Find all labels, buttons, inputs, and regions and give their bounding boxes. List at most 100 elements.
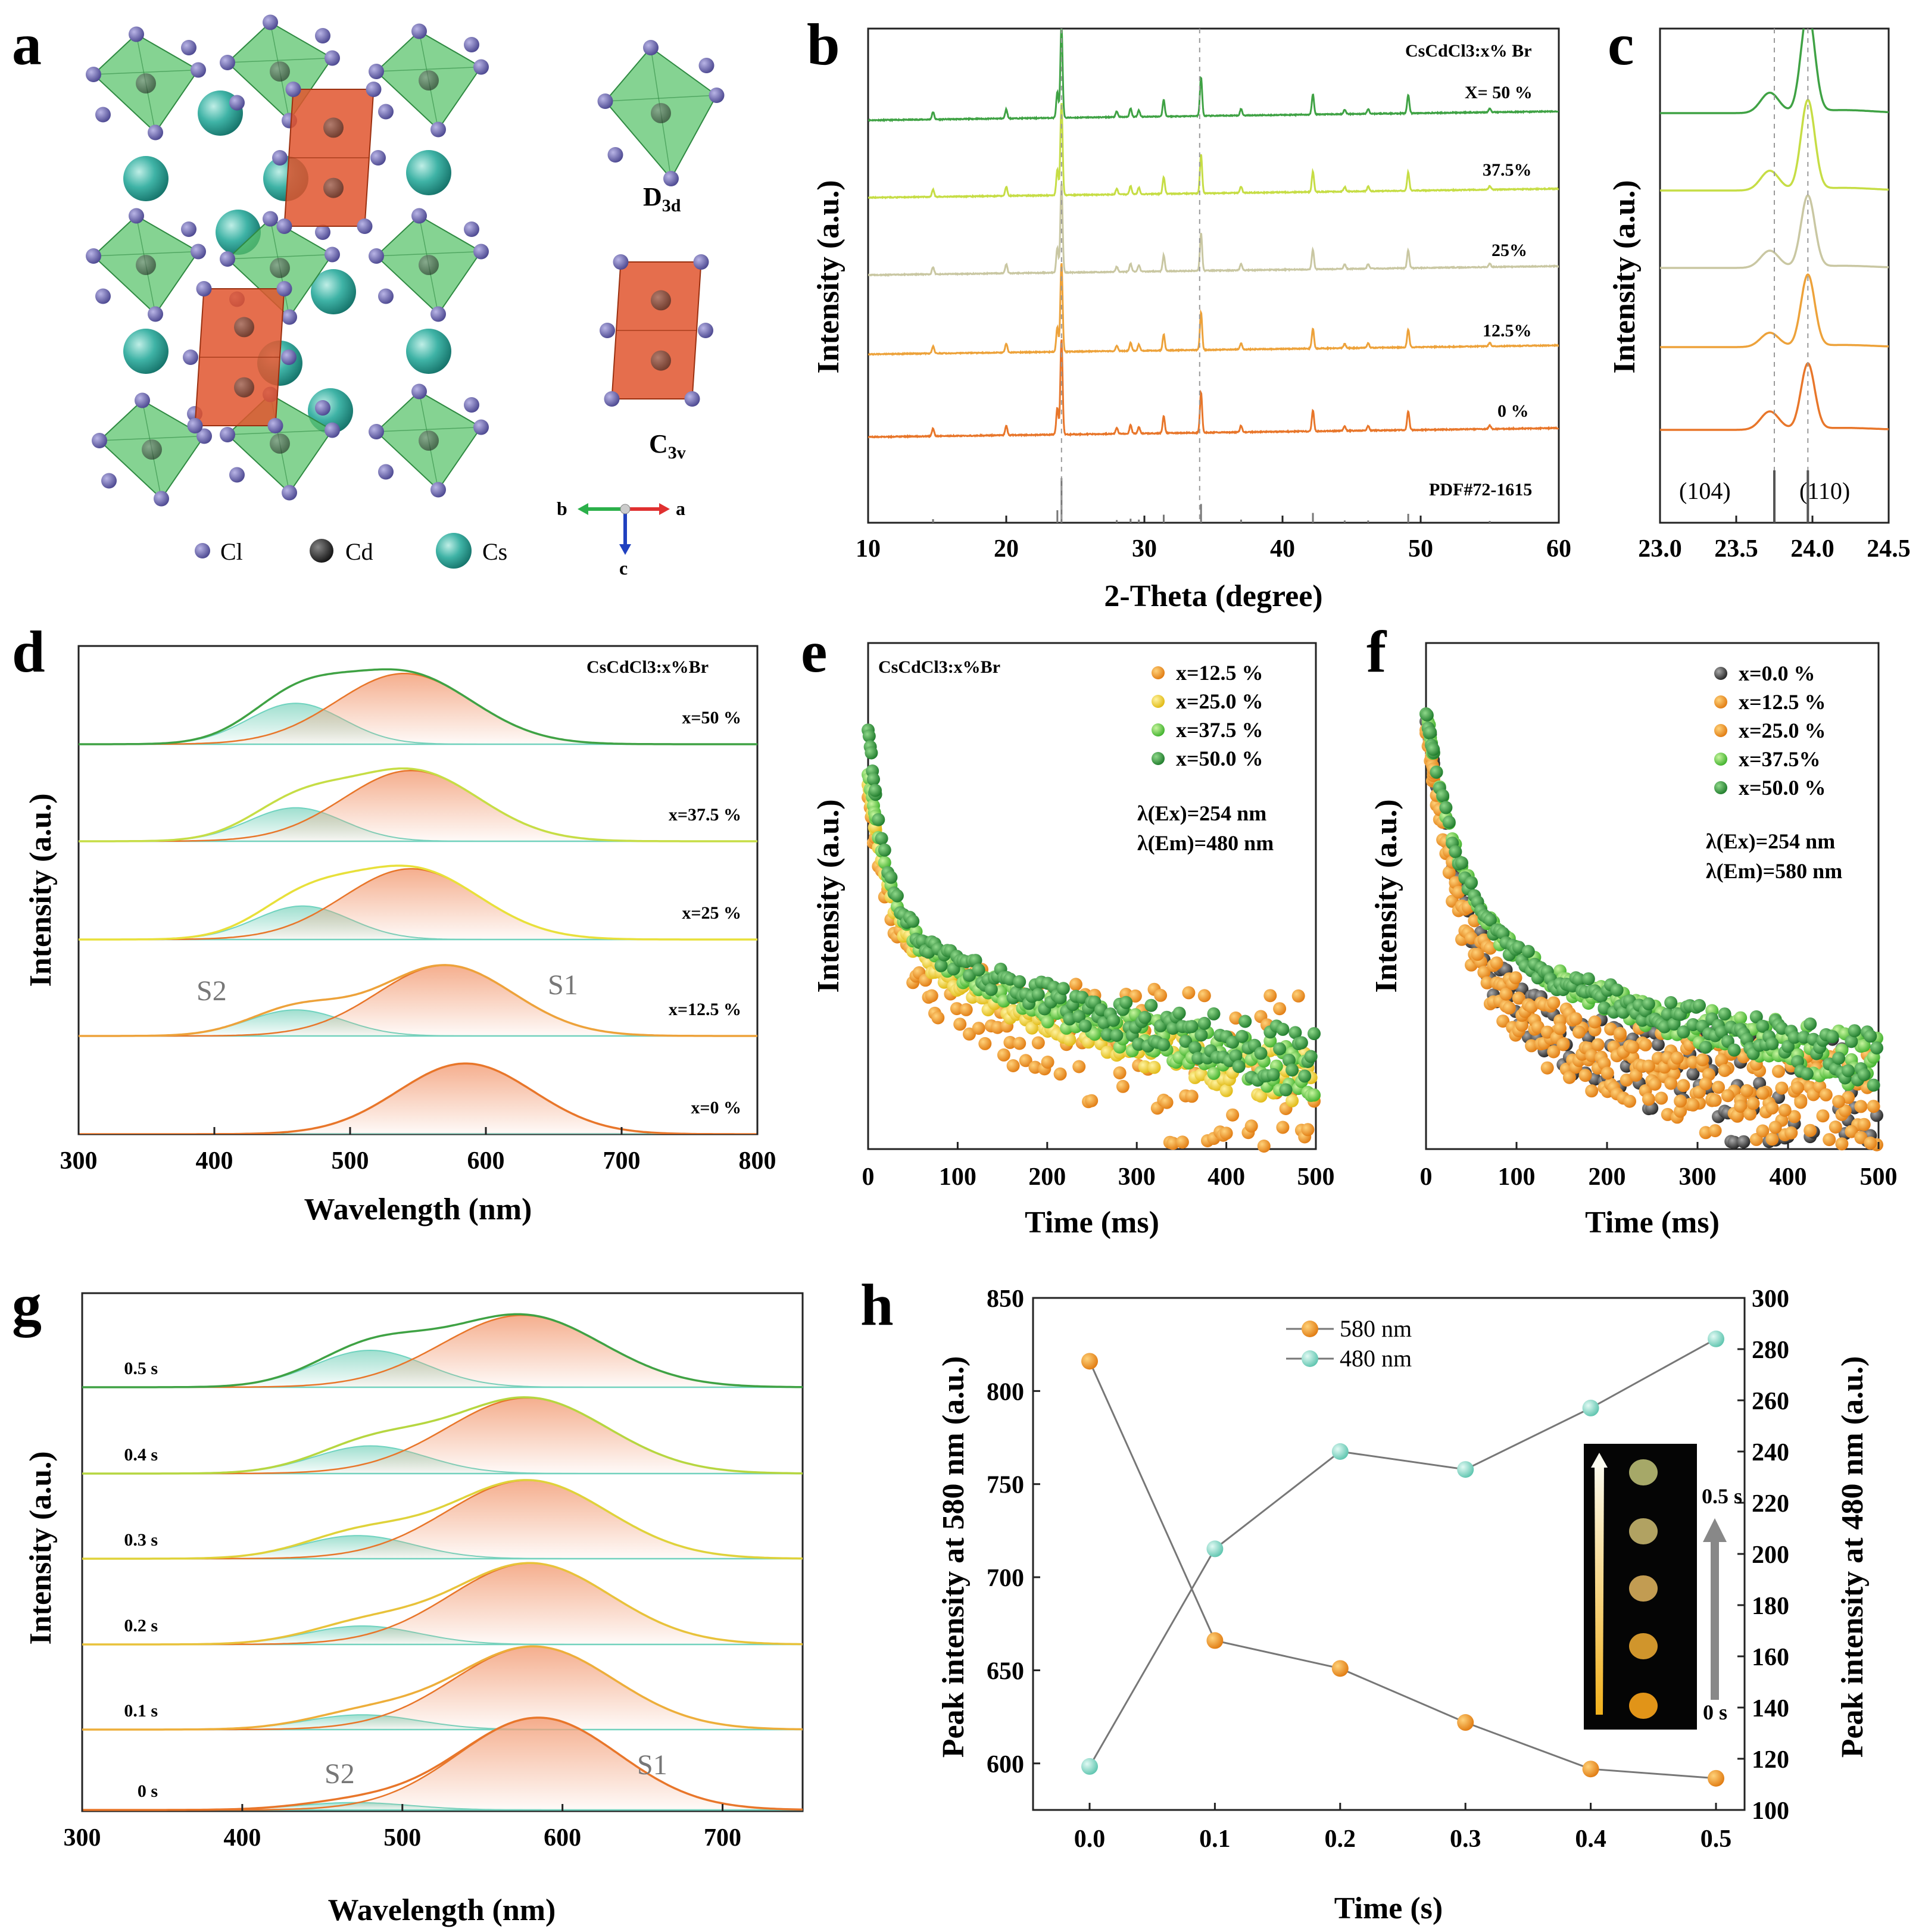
decay-data-point bbox=[1804, 1017, 1817, 1031]
xrd-pattern-line bbox=[868, 183, 1559, 277]
decay-x-tick-label: 300 bbox=[1118, 1163, 1156, 1191]
xrd-pattern-line bbox=[868, 263, 1559, 357]
decay-data-point bbox=[1848, 1024, 1861, 1038]
decay-data-point bbox=[972, 1022, 985, 1035]
cl-atom bbox=[129, 208, 144, 224]
panel-label-b: b bbox=[807, 11, 840, 77]
decay-data-point bbox=[1642, 997, 1655, 1011]
decay-data-point bbox=[1471, 947, 1484, 961]
h-y-right-tick-label: 300 bbox=[1752, 1285, 1789, 1313]
point-580-nm bbox=[1582, 1761, 1599, 1778]
decay-data-point bbox=[1119, 995, 1133, 1009]
decay-data-point bbox=[1263, 989, 1277, 1003]
inset-spot bbox=[1629, 1633, 1658, 1659]
cl-atom bbox=[378, 104, 394, 120]
decay-data-point bbox=[1740, 1084, 1753, 1097]
decay-data-point bbox=[1078, 1019, 1092, 1033]
panel-label-h: h bbox=[860, 1272, 894, 1338]
decay-data-point bbox=[1031, 1036, 1045, 1050]
decay-data-point bbox=[1867, 1078, 1880, 1092]
cl-atom bbox=[473, 244, 489, 260]
cl-atom bbox=[597, 93, 613, 109]
cl-atom bbox=[600, 323, 615, 338]
s2-component-fill bbox=[79, 906, 757, 940]
s1-component-fill bbox=[79, 965, 757, 1036]
cd-atom bbox=[270, 61, 290, 82]
cd-atom bbox=[270, 258, 290, 278]
xrd-reference-label: PDF#72-1615 bbox=[1429, 480, 1532, 500]
octahedron-edge bbox=[227, 254, 333, 260]
panel-label-c: c bbox=[1608, 11, 1634, 77]
xrd-y-label: Intensity (a.u.) bbox=[812, 180, 845, 373]
cs-atom bbox=[123, 156, 169, 201]
h-y-right-tick-label: 100 bbox=[1752, 1797, 1789, 1825]
pl-series-label: x=37.5 % bbox=[669, 805, 741, 825]
s2-component-fill bbox=[79, 807, 757, 841]
xrd-x-label: 2-Theta (degree) bbox=[1104, 579, 1322, 613]
cl-atom bbox=[276, 281, 292, 296]
cl-atom bbox=[325, 246, 340, 263]
decay-480-ex: λ(Ex)=254 nm bbox=[1137, 801, 1266, 825]
pl-total-line bbox=[79, 767, 757, 842]
decay-data-point bbox=[1483, 913, 1497, 927]
decay-data-point bbox=[1019, 1054, 1032, 1068]
decay-data-point bbox=[1642, 1093, 1655, 1106]
time-pl-plot: 0.5 s 0.4 s 0.3 s 0.2 s 0.1 s 0 s bbox=[82, 1313, 803, 1811]
decay-data-point bbox=[1128, 989, 1142, 1003]
peak-intensity-y-left-label: Peak intensity at 580 nm (a.u.) bbox=[937, 1356, 971, 1758]
cl-atom bbox=[411, 23, 427, 39]
decay-data-point bbox=[1588, 1015, 1602, 1029]
point-580-nm bbox=[1331, 1660, 1349, 1677]
cd-atom bbox=[234, 317, 254, 338]
decay-data-point bbox=[1864, 1029, 1877, 1043]
decay-data-point bbox=[1727, 1135, 1741, 1149]
decay-data-point bbox=[1107, 1013, 1121, 1027]
legend-580-marker bbox=[1302, 1321, 1318, 1337]
octahedron-edge bbox=[99, 435, 205, 441]
decay-data-point bbox=[1585, 1084, 1599, 1098]
decay-data-point bbox=[1254, 1089, 1268, 1103]
cl-atom bbox=[220, 427, 235, 442]
decay-data-point bbox=[1116, 1079, 1130, 1093]
xrd-zoom-x-tick-label: 24.0 bbox=[1790, 535, 1834, 563]
cl-atom bbox=[154, 491, 169, 507]
xrd-series-label: 12.5% bbox=[1483, 321, 1532, 341]
decay-data-point bbox=[1455, 856, 1468, 870]
h-y-left-tick-label: 600 bbox=[987, 1751, 1024, 1778]
xrd-pattern-line bbox=[868, 102, 1559, 200]
s2-component-fill bbox=[79, 1010, 757, 1036]
decay-legend-label: x=50.0 % bbox=[1739, 776, 1826, 800]
decay-data-point bbox=[1175, 1135, 1189, 1149]
decay-data-point bbox=[1699, 1041, 1712, 1054]
h-y-left-tick-label: 650 bbox=[987, 1658, 1024, 1685]
pl-x-tick-label: 600 bbox=[467, 1147, 505, 1175]
pl-x-tick-label: 500 bbox=[332, 1147, 369, 1175]
d3d-label: D3d bbox=[643, 182, 681, 216]
decay-legend-label: x=25.0 % bbox=[1739, 719, 1826, 742]
xrd-zoom-x-ticks: 23.0 23.5 24.0 24.5 bbox=[1638, 516, 1911, 563]
decay-data-point bbox=[1756, 1087, 1770, 1100]
decay-data-point bbox=[1286, 1063, 1299, 1077]
h-y-right-tick-label: 120 bbox=[1752, 1746, 1789, 1774]
decay-data-point bbox=[1006, 1059, 1020, 1072]
decay-data-point bbox=[1480, 976, 1494, 990]
cl-atom bbox=[191, 62, 206, 78]
structure-legend: Cl Cd Cs bbox=[195, 533, 507, 569]
cl-atom bbox=[325, 422, 340, 438]
cl-atom bbox=[643, 40, 659, 55]
decay-data-point bbox=[1727, 1043, 1741, 1057]
decay-data-point bbox=[1207, 1007, 1221, 1020]
decay-data-point bbox=[1041, 1056, 1054, 1069]
peak-intensity-plot bbox=[1081, 1330, 1724, 1787]
h-x-tick-label: 0.4 bbox=[1575, 1825, 1606, 1853]
decay-data-point bbox=[1244, 1119, 1258, 1133]
xrd-x-tick-label: 20 bbox=[994, 535, 1019, 563]
xrd-pattern-line bbox=[868, 29, 1559, 123]
cl-atom bbox=[276, 219, 292, 234]
decay-data-point bbox=[1819, 1088, 1833, 1101]
decay-data-point bbox=[1197, 989, 1211, 1003]
cl-atom bbox=[183, 349, 198, 365]
cl-atom bbox=[263, 14, 278, 30]
pl-total-line bbox=[82, 1313, 803, 1388]
decay-legend-label: x=37.5 % bbox=[1176, 718, 1263, 742]
